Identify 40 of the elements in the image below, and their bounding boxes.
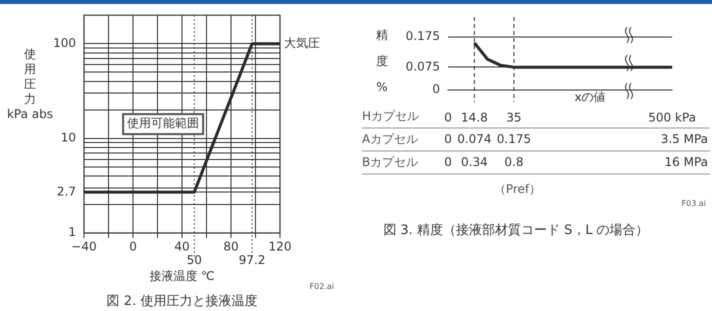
text: 0 xyxy=(444,155,452,170)
y-tick-label: 0 xyxy=(432,82,440,96)
y-tick-label: 0.175 xyxy=(406,28,440,43)
text: F02.ai xyxy=(310,282,334,292)
x-tick-label: 120 xyxy=(268,239,292,254)
text: 0.074 xyxy=(457,132,492,146)
x-tick-label: 14.8 xyxy=(461,110,488,124)
y-tick-label: 10 xyxy=(60,130,76,144)
text: 図 3. 精度（接液部材質コード S，L の場合） xyxy=(383,222,649,238)
y-tick-label: 100 xyxy=(53,36,76,50)
annotation: 使用可能範囲 xyxy=(127,116,200,130)
y-tick-label: 1 xyxy=(68,225,76,240)
y-axis-title: 使用圧力 kPa abs xyxy=(6,47,54,122)
x-tick-label: 35 xyxy=(506,110,522,124)
text: 3.5 MPa xyxy=(660,132,708,146)
x-tick-label: 80 xyxy=(223,239,239,254)
text: 0 xyxy=(444,132,452,146)
text: Hカプセル xyxy=(362,109,420,124)
x-tick-label: 40 xyxy=(174,239,190,254)
y-tick-label: 2.7 xyxy=(56,184,76,198)
x-axis-title: 接液温度 ℃ xyxy=(149,269,215,284)
text: 図 2. 使用圧力と接液温度 xyxy=(106,293,258,309)
x-tick-label: 500 kPa xyxy=(648,110,696,124)
y-tick-label: 0.075 xyxy=(406,59,440,74)
text: 16 MPa xyxy=(664,155,708,170)
text: F03.ai xyxy=(682,199,706,208)
y-axis-title: 精度 % xyxy=(376,28,388,94)
ref-line-label: 50 xyxy=(186,253,202,268)
text: Bカプセル xyxy=(362,155,418,170)
x-tick-label: 0 xyxy=(129,239,137,254)
text: 0.8 xyxy=(504,155,524,170)
text: （Pref） xyxy=(494,182,542,196)
text: 0.34 xyxy=(461,155,488,170)
x-tick-label: −40 xyxy=(71,239,97,254)
annotation: 大気圧 xyxy=(284,36,320,50)
text: Aカプセル xyxy=(362,132,418,146)
text: 0.175 xyxy=(496,132,532,146)
x-axis-title: xの値 xyxy=(574,90,606,104)
ref-line-label: 97.2 xyxy=(238,253,266,268)
x-tick-label: 0 xyxy=(444,110,452,124)
